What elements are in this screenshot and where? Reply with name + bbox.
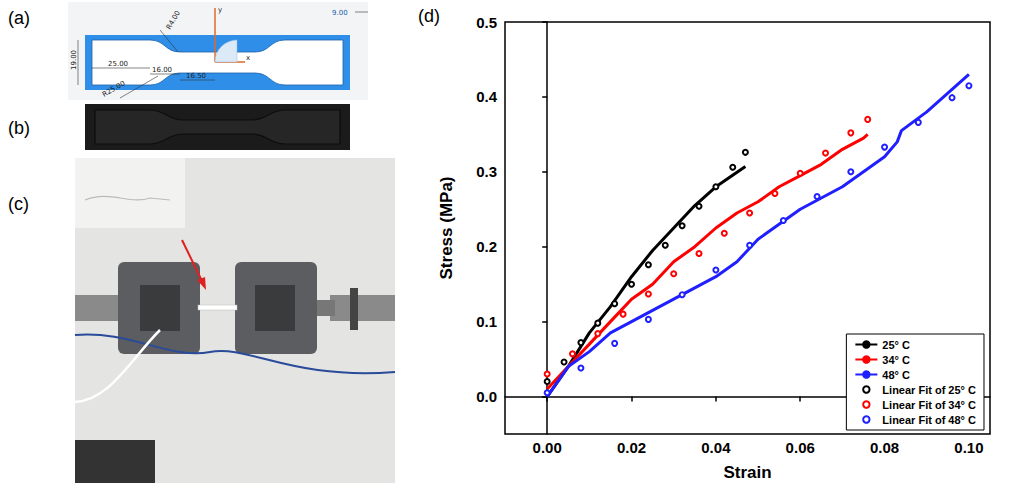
svg-text:19.00: 19.00 [70, 50, 78, 70]
svg-text:16.00: 16.00 [152, 66, 172, 74]
svg-text:0.0: 0.0 [476, 388, 497, 405]
svg-text:25° C: 25° C [882, 339, 910, 351]
svg-text:R4.00: R4.00 [165, 9, 182, 31]
svg-text:Strain: Strain [723, 463, 771, 482]
svg-text:0.5: 0.5 [476, 14, 497, 31]
svg-text:48° C: 48° C [882, 369, 910, 381]
svg-text:0.04: 0.04 [701, 439, 731, 456]
svg-text:9.00: 9.00 [332, 9, 348, 17]
svg-text:Linear Fit of 25° C: Linear Fit of 25° C [882, 384, 976, 396]
svg-text:(b): (b) [8, 118, 30, 138]
svg-text:x: x [246, 54, 250, 62]
svg-text:0.1: 0.1 [476, 313, 497, 330]
svg-text:0.08: 0.08 [870, 439, 899, 456]
svg-text:0.06: 0.06 [786, 439, 815, 456]
html-text:(d): (d) [418, 6, 440, 26]
svg-text:Linear Fit of 34° C: Linear Fit of 34° C [882, 399, 976, 411]
svg-text:16.50: 16.50 [186, 72, 206, 80]
svg-text:0.00: 0.00 [533, 439, 562, 456]
svg-text:34° C: 34° C [882, 354, 910, 366]
svg-text:Stress (MPa): Stress (MPa) [437, 177, 456, 280]
svg-text:25.00: 25.00 [108, 60, 128, 68]
svg-text:R25.00: R25.00 [101, 79, 127, 98]
svg-text:Linear Fit of 48° C: Linear Fit of 48° C [882, 414, 976, 426]
svg-text:(c): (c) [8, 194, 29, 214]
svg-text:0.02: 0.02 [617, 439, 646, 456]
svg-text:0.3: 0.3 [476, 163, 497, 180]
svg-text:0.4: 0.4 [476, 88, 498, 105]
svg-text:(a): (a) [8, 8, 30, 28]
svg-text:y: y [218, 6, 222, 14]
svg-text:0.2: 0.2 [476, 238, 497, 255]
svg-text:0.10: 0.10 [954, 439, 983, 456]
